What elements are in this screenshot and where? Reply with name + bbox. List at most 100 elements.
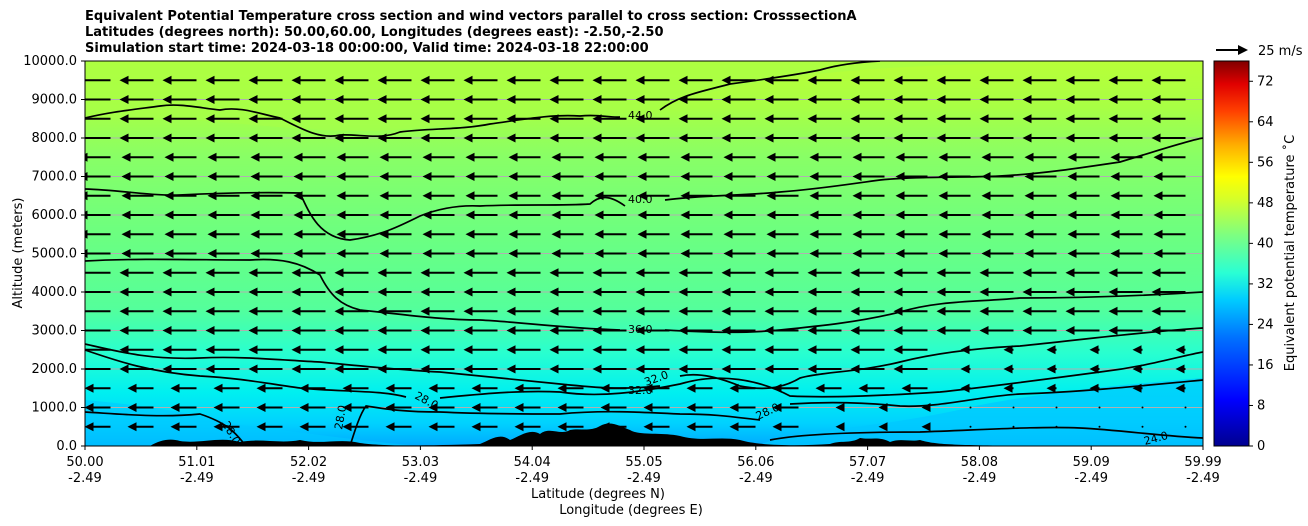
wind-vector-head — [85, 287, 86, 297]
wind-vector-head — [557, 403, 567, 412]
wind-vector-head — [299, 383, 309, 393]
wind-vector-head — [635, 287, 645, 297]
wind-vector-head — [551, 249, 561, 258]
wind-vector-head — [557, 422, 567, 432]
wind-vector-head — [465, 172, 475, 181]
wind-vector-head — [637, 172, 647, 181]
wind-vector-head — [508, 210, 518, 220]
wind-vector-head — [291, 268, 301, 278]
wind-vector-head — [764, 326, 774, 335]
colorbar-tick-label: 72 — [1257, 74, 1274, 89]
wind-vector-head — [549, 95, 559, 104]
wind-vector-dot — [1098, 425, 1101, 428]
wind-vector-head — [635, 75, 645, 85]
contour-label-28c: 28.0 — [332, 404, 349, 430]
wind-vector-head — [721, 306, 731, 316]
wind-vector-head — [895, 249, 905, 258]
wind-vector-head — [293, 191, 303, 201]
wind-vector-head — [379, 152, 389, 162]
wind-vector-head — [1175, 345, 1185, 355]
wind-vector-head — [85, 249, 88, 258]
colorbar-tick-label: 56 — [1257, 155, 1274, 170]
wind-vector-head — [205, 268, 215, 278]
wind-vector-head — [119, 326, 129, 335]
contour-24 — [769, 426, 1203, 441]
wind-vector-head — [680, 152, 690, 162]
wind-vector-head — [1046, 364, 1056, 374]
wind-vector-head — [635, 133, 645, 143]
wind-vector-head — [420, 114, 430, 124]
wind-vector-head — [162, 95, 172, 104]
colorbar-tick-label: 48 — [1257, 196, 1274, 211]
wind-vector-head — [291, 364, 301, 374]
x-tick-label-lat: 55.05 — [625, 455, 662, 470]
wind-vector-head — [291, 133, 301, 143]
wind-vector-head — [678, 75, 688, 85]
wind-vector-head — [1110, 191, 1120, 201]
wind-vector-head — [901, 383, 911, 393]
wind-vector-head — [334, 75, 344, 85]
wind-vector-head — [334, 95, 344, 104]
wind-vector-head — [936, 268, 946, 278]
wind-vector-head — [721, 268, 731, 278]
wind-vector-head — [643, 383, 653, 393]
wind-vector-head — [549, 287, 559, 297]
wind-vector-head — [549, 114, 559, 124]
colorbar-label: Equivalent potential temperature ˚C — [1282, 135, 1298, 371]
wind-vector-head — [979, 287, 989, 297]
wind-vector-head — [764, 364, 774, 374]
x-axis-label: Latitude (degrees N) — [531, 487, 665, 502]
wind-vector-head — [766, 210, 776, 220]
wind-vector-head — [1003, 364, 1013, 374]
wind-vector-head — [938, 249, 948, 258]
wind-vector-head — [893, 133, 903, 143]
wind-vector-head — [170, 383, 180, 393]
colorbar-tick-label: 64 — [1257, 115, 1274, 130]
wind-vector-head — [979, 306, 989, 316]
wind-vector-head — [721, 95, 731, 104]
wind-vector-head — [1151, 326, 1161, 335]
x-tick-label-lat: 57.07 — [849, 455, 886, 470]
wind-vector-head — [893, 268, 903, 278]
wind-vector-head — [1024, 172, 1034, 181]
wind-vector-head — [85, 172, 88, 181]
wind-vector-head — [594, 249, 604, 258]
wind-vector-head — [342, 422, 352, 432]
wind-vector-head — [334, 326, 344, 335]
contour-36-upper — [85, 258, 621, 331]
wind-vector-head — [291, 75, 301, 85]
wind-vector-head — [766, 172, 776, 181]
wind-vector-head — [1022, 75, 1032, 85]
wind-vector-head — [508, 191, 518, 201]
x-tick-label-lon: -2.49 — [963, 471, 997, 486]
wind-vector-head — [981, 229, 991, 239]
wind-vector-head — [1046, 383, 1056, 393]
wind-vector-head — [764, 95, 774, 104]
wind-vector-head — [852, 191, 862, 201]
wind-vector-head — [878, 403, 888, 412]
wind-vector-head — [465, 191, 475, 201]
wind-vector-head — [164, 229, 174, 239]
wind-vector-head — [938, 229, 948, 239]
wind-vector-head — [938, 172, 948, 181]
wind-vector-head — [678, 95, 688, 104]
wind-vector-head — [164, 191, 174, 201]
wind-vector-head — [85, 306, 86, 316]
wind-vector-head — [428, 422, 438, 432]
wind-vector-head — [600, 383, 610, 393]
wind-vector-head — [772, 422, 782, 432]
wind-vector-head — [213, 383, 223, 393]
wind-vector-head — [981, 191, 991, 201]
wind-vector-head — [121, 229, 131, 239]
wind-vector-head — [207, 229, 217, 239]
wind-vector-head — [1067, 172, 1077, 181]
wind-vector-head — [835, 422, 845, 432]
x-tick-label-lon: -2.49 — [404, 471, 438, 486]
wind-vector-head — [250, 172, 260, 181]
wind-vector-head — [592, 306, 602, 316]
wind-vector-head — [850, 287, 860, 297]
wind-vector-head — [594, 191, 604, 201]
wind-vector-head — [1065, 326, 1075, 335]
wind-vector-head — [506, 133, 516, 143]
wind-vector-head — [506, 326, 516, 335]
